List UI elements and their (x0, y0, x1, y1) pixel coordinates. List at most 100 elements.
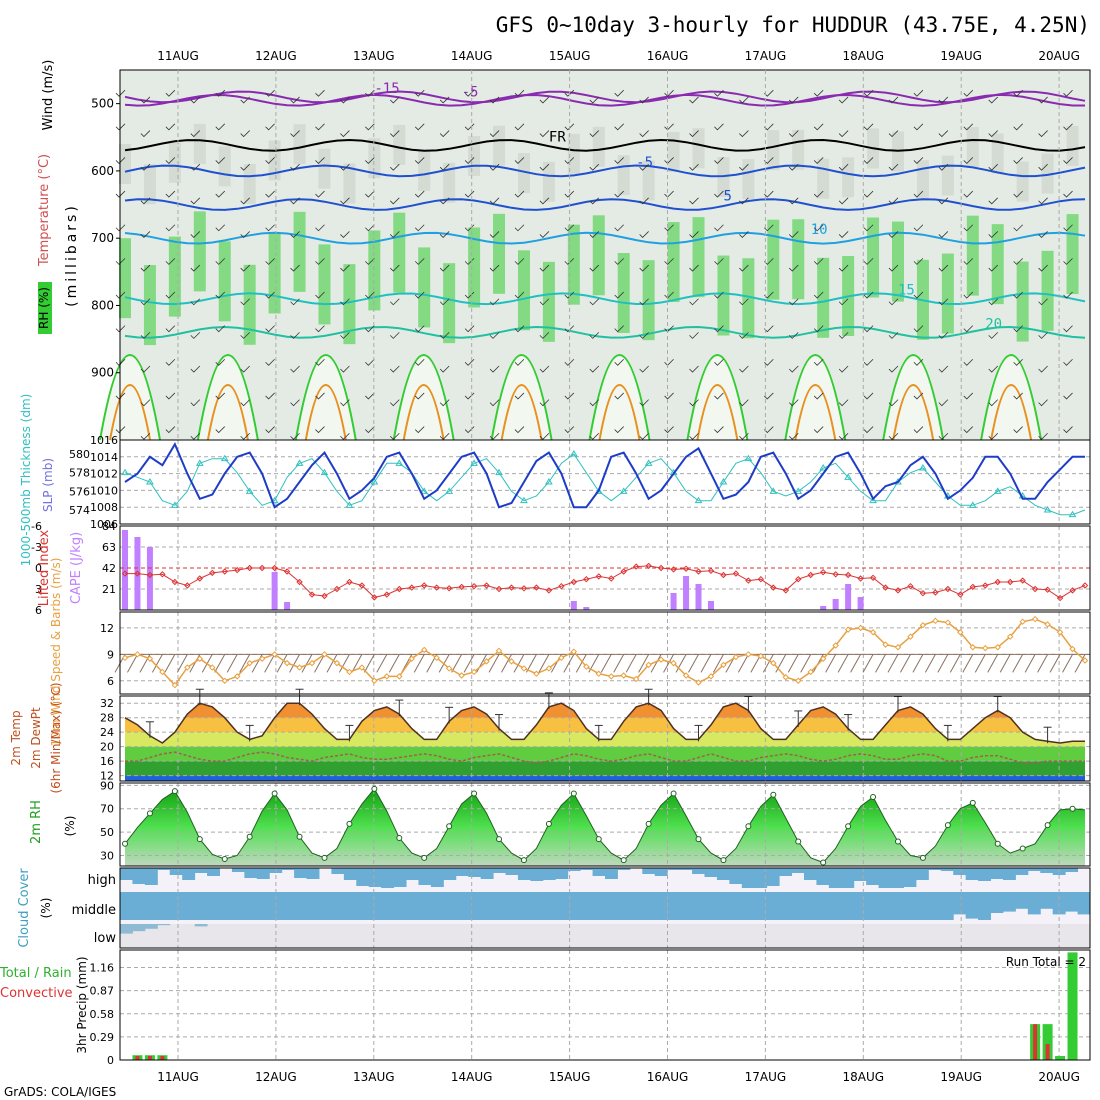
slp-axis-label: SLP (mb) (41, 458, 55, 512)
rh-shade-cell (717, 255, 730, 336)
wind-barb (190, 264, 201, 272)
wind-barb (265, 325, 275, 333)
wind-barb (788, 432, 799, 440)
wind-speed-marker (283, 659, 291, 667)
wind-barb (414, 392, 425, 400)
cloud-units-label: (%) (39, 898, 53, 919)
wind-speed-marker (545, 665, 553, 672)
cloud-cell (294, 868, 308, 878)
precip-convective-bar (1033, 1024, 1038, 1060)
cloud-cell (766, 868, 780, 886)
thickness-tick-label: 578 (69, 467, 90, 480)
wind-barb (689, 432, 699, 440)
cloud-cell (343, 892, 357, 920)
wind-barb (563, 654, 575, 673)
rh-shade-cell (418, 150, 431, 191)
cloud-cell (580, 868, 594, 870)
lifted-index-marker (508, 584, 515, 591)
wind-barb (963, 224, 974, 232)
top-date-label: 17AUG (745, 49, 787, 63)
wind-barb (1038, 197, 1048, 205)
cloud-cell (356, 892, 370, 920)
wind-speed-marker (570, 648, 578, 655)
wind-speed-marker (1006, 633, 1014, 640)
wind-barb (988, 197, 999, 205)
cloud-cell (132, 924, 146, 932)
wind-barb (115, 123, 126, 131)
cloud-cell (381, 892, 395, 920)
wind-barb (788, 264, 799, 272)
wind-barb (1013, 426, 1023, 434)
wind-barb (390, 197, 400, 205)
wind-speed-marker (770, 659, 777, 667)
wind-barb (390, 432, 400, 440)
wind-barb (863, 157, 874, 165)
wind-axis-label: 10m Wind Speed & Barbs (m/s) (49, 558, 63, 747)
rh-shade-cell (143, 164, 156, 205)
thickness-marker (993, 487, 1002, 494)
rh-shade-cell (617, 155, 630, 196)
cloud-cell (182, 868, 196, 880)
wind-barb (589, 197, 600, 205)
temp-tick-label: 12 (100, 770, 114, 783)
temp-tick-label: 16 (100, 755, 114, 768)
cloud-cell (679, 868, 693, 870)
rh-shade-cell (817, 158, 830, 199)
wind-barb (539, 163, 550, 171)
cloud-cell (393, 892, 407, 920)
wind-barb (589, 264, 600, 272)
thickness-axis-label: 1000-500mb Thickness (dm) (19, 394, 33, 567)
wind-barb (913, 392, 924, 400)
wind-barb (1013, 325, 1023, 333)
cloud-cell (207, 892, 220, 920)
wind-barb (564, 325, 575, 333)
wind-barb (240, 365, 250, 373)
thickness-tick-label: 576 (69, 485, 90, 498)
wind-speed-marker (894, 644, 902, 651)
cloud-cell (990, 868, 1004, 879)
wind-barb (589, 332, 600, 339)
wind-barb (265, 258, 275, 265)
wind-barb (439, 130, 450, 138)
wind-barb (1037, 654, 1049, 673)
top-date-axis: 11AUG 12AUG 13AUG 14AUG 15AUG 16AUG 17AUG 18AUG… (157, 49, 1080, 63)
wind-speed-marker (757, 652, 765, 660)
cloud-cell (468, 868, 482, 877)
wind-barb (365, 224, 375, 232)
thickness-marker (345, 501, 354, 508)
wind-speed-marker (932, 617, 939, 625)
rh-shade-cell (867, 217, 880, 298)
wind-barb (862, 654, 874, 673)
wind-barb (340, 399, 350, 407)
cloud-cell (866, 868, 880, 885)
cape-bar (845, 584, 852, 610)
lifted-index-marker (533, 584, 540, 591)
wind-barb (614, 224, 624, 232)
rh-marker (645, 820, 652, 827)
wind-barb (614, 358, 624, 366)
isotherm-line (124, 198, 1086, 211)
cloud-cell (1040, 868, 1054, 873)
wind-barb (963, 89, 974, 97)
wind-barb (614, 291, 624, 299)
rh-frame (119, 782, 1091, 867)
lifted-tick-label: -3 (31, 541, 42, 554)
wind-barb (813, 325, 824, 333)
wind-speed-marker (907, 633, 914, 640)
wind-barb (838, 432, 849, 440)
cloud-cell (318, 892, 332, 920)
wind-barb (564, 258, 575, 265)
wind-barb (739, 96, 749, 104)
isotherm-line (124, 325, 1086, 339)
cloud-cell (493, 892, 507, 920)
wind-speed-marker (969, 644, 976, 651)
lifted-index-marker (807, 571, 814, 579)
lifted-index-marker (346, 578, 353, 586)
wind-speed-marker (844, 626, 852, 633)
isotherm-25 (206, 384, 249, 441)
wind-barb (838, 264, 849, 272)
wind-barb (390, 163, 400, 171)
cloud-cell (754, 892, 768, 920)
wind-barb (689, 163, 699, 171)
thickness-marker (320, 468, 329, 476)
